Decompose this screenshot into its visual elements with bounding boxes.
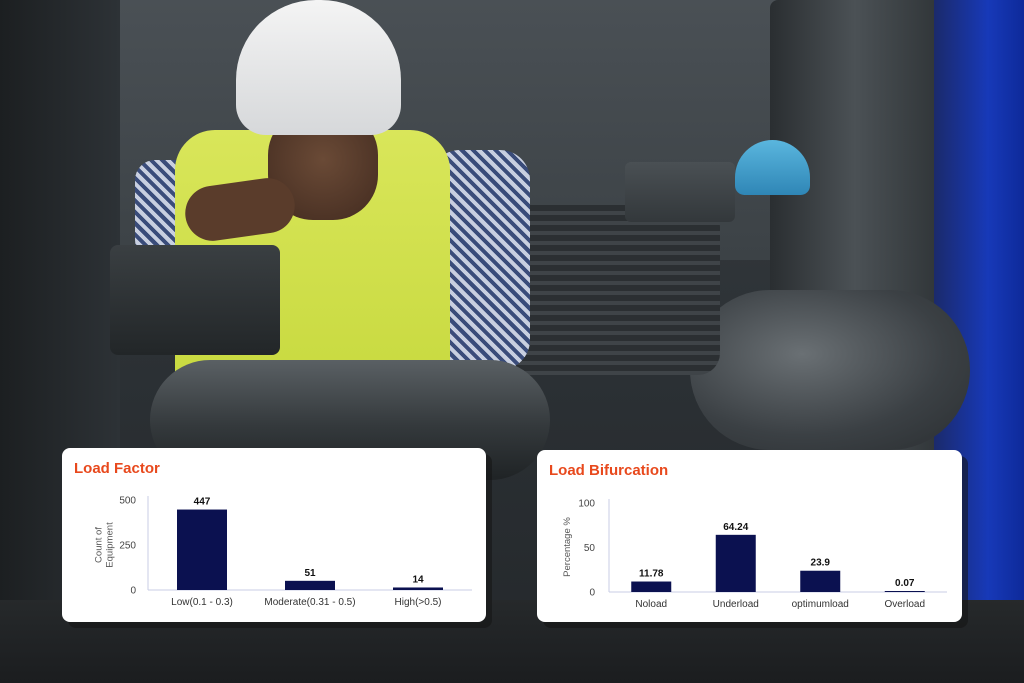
load-bifurcation-data-label: 0.07 <box>895 578 915 589</box>
load-factor-y-axis-label: Count of Equipment <box>94 522 116 568</box>
load-bifurcation-x-tick-label: Underload <box>713 599 759 610</box>
load-bifurcation-bar <box>631 581 672 592</box>
load-bifurcation-title: Load Bifurcation <box>549 462 669 479</box>
background-pipe-right <box>690 290 970 450</box>
load-factor-y-tick-label: 0 <box>130 586 136 597</box>
worker-hard-hat <box>236 0 401 135</box>
load-bifurcation-y-tick-label: 100 <box>578 499 595 510</box>
load-bifurcation-bar <box>800 570 841 592</box>
load-bifurcation-y-axis-label: Percentage % <box>562 517 573 577</box>
load-bifurcation-data-label: 11.78 <box>639 569 664 580</box>
load-factor-data-label: 51 <box>304 568 316 579</box>
load-factor-data-label: 447 <box>194 497 211 508</box>
load-bifurcation-y-tick-label: 50 <box>584 543 596 554</box>
background-blue-cap <box>735 140 810 195</box>
load-factor-y-tick-label: 500 <box>119 496 136 507</box>
load-bifurcation-bar <box>884 591 925 592</box>
load-factor-y-axis-label-line: Count of <box>94 527 105 563</box>
load-factor-x-tick-label: Low(0.1 - 0.3) <box>171 597 233 608</box>
load-factor-data-label: 14 <box>412 574 424 585</box>
load-bifurcation-x-tick-label: Overload <box>884 599 925 610</box>
load-bifurcation-data-label: 64.24 <box>723 522 748 533</box>
background-pump <box>110 245 280 355</box>
load-factor-title: Load Factor <box>74 460 160 477</box>
load-bifurcation-y-axis-label-line: Percentage % <box>562 517 573 577</box>
load-factor-bar <box>177 509 227 590</box>
load-bifurcation-y-tick-label: 0 <box>589 588 595 599</box>
load-factor-bar <box>393 587 443 590</box>
load-factor-bar <box>285 580 335 590</box>
load-factor-x-tick-label: Moderate(0.31 - 0.5) <box>264 597 355 608</box>
load-factor-card: Load Factor 0 250 500 Count of Equipment 447 L… <box>62 448 486 622</box>
load-bifurcation-bar <box>715 534 756 592</box>
load-bifurcation-card: Load Bifurcation 0 50 100 Percentage % 11.78… <box>537 450 962 622</box>
load-bifurcation-chart: 0 50 100 Percentage % 11.78 Noload 64.24 Underl… <box>562 499 947 610</box>
load-bifurcation-data-label: 23.9 <box>811 558 831 569</box>
load-bifurcation-x-tick-label: optimumload <box>792 599 849 610</box>
load-factor-y-axis-label-line: Equipment <box>105 522 116 568</box>
load-factor-x-tick-label: High(>0.5) <box>395 597 442 608</box>
load-factor-y-tick-label: 250 <box>119 541 136 552</box>
background-motor-box <box>625 162 735 222</box>
load-bifurcation-x-tick-label: Noload <box>635 599 667 610</box>
load-factor-chart: 0 250 500 Count of Equipment 447 Low(0.1 - 0.3… <box>94 496 472 608</box>
